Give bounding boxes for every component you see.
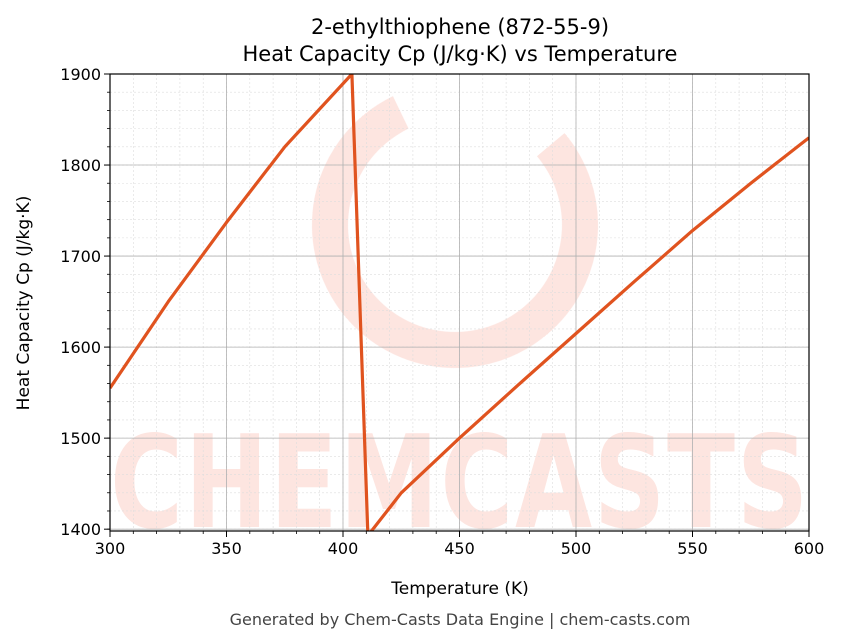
y-axis-label: Heat Capacity Cp (J/kg·K) — [14, 196, 34, 411]
x-tick-label: 550 — [677, 539, 708, 558]
watermark: CHEMCASTS — [110, 82, 808, 558]
x-axis-label: Temperature (K) — [390, 579, 529, 599]
y-tick-label: 1500 — [60, 429, 101, 448]
y-tick-label: 1700 — [60, 247, 101, 266]
x-tick-label: 400 — [328, 539, 359, 558]
x-tick-label: 450 — [444, 539, 475, 558]
x-tick-label: 350 — [211, 539, 242, 558]
series-line-cp — [110, 74, 809, 531]
y-tick-label: 1600 — [60, 338, 101, 357]
footer-text: Generated by Chem-Casts Data Engine | ch… — [230, 610, 691, 629]
watermark-logo — [312, 82, 598, 368]
chart-subtitle: Heat Capacity Cp (J/kg·K) vs Temperature — [243, 42, 678, 66]
x-tick-label: 600 — [794, 539, 825, 558]
chart-title: 2-ethylthiophene (872-55-9) — [311, 15, 609, 39]
y-tick-label: 1900 — [60, 65, 101, 84]
y-tick-label: 1400 — [60, 520, 101, 539]
x-tick-label: 300 — [95, 539, 126, 558]
y-tick-label: 1800 — [60, 156, 101, 175]
x-tick-label: 500 — [561, 539, 592, 558]
